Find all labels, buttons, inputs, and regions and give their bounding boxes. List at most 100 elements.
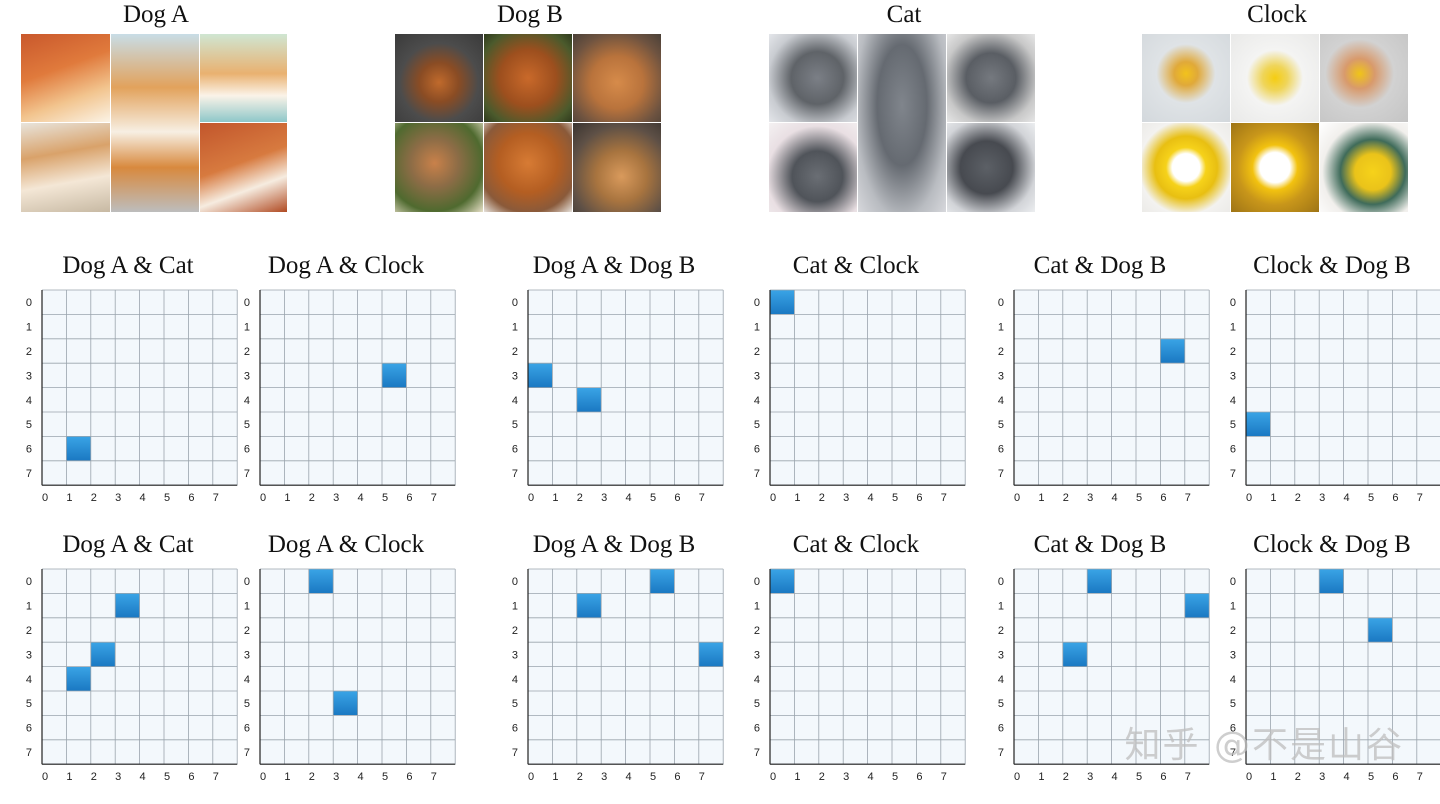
x-tick-label: 2 (1295, 492, 1301, 504)
x-tick-label: 2 (577, 771, 583, 783)
y-tick-label: 2 (26, 625, 32, 637)
y-tick-label: 0 (26, 576, 32, 588)
corgi-photo-mosaic (21, 34, 287, 212)
x-tick-label: 4 (1112, 771, 1118, 783)
grid-chart: 0 0 1 1 2 2 3 3 4 4 5 5 6 6 7 7 (754, 289, 966, 504)
y-tick-label: 2 (512, 625, 518, 637)
y-tick-label: 6 (754, 723, 760, 735)
x-tick-label: 6 (674, 771, 680, 783)
y-tick-label: 3 (998, 649, 1004, 661)
x-tick-label: 6 (916, 492, 922, 504)
x-tick-label: 1 (552, 492, 558, 504)
y-tick-label: 3 (26, 649, 32, 661)
y-tick-label: 7 (512, 468, 518, 480)
x-tick-label: 5 (382, 771, 388, 783)
highlighted-cell (770, 290, 795, 315)
grid-panel-title: Dog A & Clock (267, 252, 425, 279)
y-tick-label: 5 (512, 698, 518, 710)
y-tick-label: 1 (998, 601, 1004, 613)
y-tick-label: 0 (998, 576, 1004, 588)
y-tick-label: 1 (512, 601, 518, 613)
y-tick-label: 4 (998, 395, 1004, 407)
y-tick-label: 6 (1230, 444, 1236, 456)
x-tick-label: 6 (188, 492, 194, 504)
x-tick-label: 1 (1270, 771, 1276, 783)
y-tick-label: 5 (998, 419, 1004, 431)
x-tick-label: 2 (1295, 771, 1301, 783)
x-tick-label: 4 (140, 492, 146, 504)
x-tick-label: 2 (819, 771, 825, 783)
x-tick-label: 2 (91, 771, 97, 783)
y-tick-label: 1 (754, 601, 760, 613)
y-tick-label: 0 (754, 297, 760, 309)
y-tick-label: 3 (754, 649, 760, 661)
y-tick-label: 3 (512, 370, 518, 382)
x-tick-label: 0 (42, 492, 48, 504)
y-tick-label: 5 (1230, 698, 1236, 710)
x-tick-label: 7 (1417, 492, 1423, 504)
chow-chow-photo-mosaic (395, 34, 661, 212)
x-tick-label: 3 (115, 771, 121, 783)
gray-cat-photo-mosaic (769, 34, 1035, 212)
x-tick-label: 1 (66, 492, 72, 504)
y-tick-label: 0 (512, 297, 518, 309)
grid-panel-title: Dog A & Clock (267, 531, 425, 558)
highlighted-cell (698, 642, 724, 667)
y-tick-label: 3 (26, 370, 32, 382)
x-tick-label: 4 (358, 771, 364, 783)
y-tick-label: 2 (1230, 625, 1236, 637)
x-tick-label: 0 (1246, 492, 1252, 504)
y-tick-label: 6 (998, 723, 1004, 735)
x-tick-label: 3 (1319, 771, 1325, 783)
y-tick-label: 7 (754, 747, 760, 759)
x-tick-label: 0 (528, 492, 534, 504)
y-tick-label: 7 (244, 747, 250, 759)
y-tick-label: 6 (244, 723, 250, 735)
x-tick-label: 1 (284, 492, 290, 504)
y-tick-label: 7 (512, 747, 518, 759)
y-tick-label: 7 (998, 747, 1004, 759)
y-tick-label: 2 (998, 346, 1004, 358)
highlighted-cell (1246, 412, 1271, 437)
x-tick-label: 4 (868, 492, 874, 504)
y-tick-label: 2 (26, 346, 32, 358)
x-tick-label: 3 (1087, 492, 1093, 504)
y-tick-label: 3 (754, 370, 760, 382)
grid-panel: Cat & Clock 0 0 1 1 2 2 3 3 4 4 5 5 6 6 7 7 (746, 250, 971, 510)
y-tick-label: 4 (754, 674, 760, 686)
highlighted-cell (1160, 338, 1185, 364)
x-tick-label: 5 (1368, 492, 1374, 504)
grid-chart: 0 0 1 1 2 2 3 3 4 4 5 5 6 6 7 7 (512, 568, 724, 783)
y-tick-label: 1 (512, 322, 518, 334)
grid-panel: Dog A & Clock 0 0 1 1 2 2 3 3 4 4 5 5 6 6 7 7 (236, 529, 461, 789)
x-tick-label: 1 (1270, 492, 1276, 504)
x-tick-label: 4 (1344, 771, 1350, 783)
y-tick-label: 5 (244, 419, 250, 431)
y-tick-label: 5 (754, 698, 760, 710)
concept-title: Dog A (123, 1, 189, 28)
highlighted-cell (650, 569, 675, 594)
y-tick-label: 1 (1230, 601, 1236, 613)
y-tick-label: 2 (244, 625, 250, 637)
concept-title: Clock (1247, 1, 1307, 28)
y-tick-label: 7 (1230, 468, 1236, 480)
grid-panel: Dog A & Dog B 0 0 1 1 2 2 3 3 4 4 5 5 6 6 7 7 (504, 250, 729, 510)
highlighted-cell (66, 436, 91, 461)
grid-chart: 0 0 1 1 2 2 3 3 4 4 5 5 6 6 7 7 (244, 568, 456, 783)
x-tick-label: 7 (213, 492, 219, 504)
x-tick-label: 4 (140, 771, 146, 783)
grid-panel-title: Dog A & Cat (62, 252, 194, 279)
x-tick-label: 2 (577, 492, 583, 504)
x-tick-label: 3 (601, 771, 607, 783)
y-tick-label: 1 (26, 601, 32, 613)
grid-chart: 0 0 1 1 2 2 3 3 4 4 5 5 6 6 7 7 (26, 568, 238, 783)
grid-panel-title: Clock & Dog B (1253, 531, 1411, 558)
y-tick-label: 0 (244, 297, 250, 309)
y-tick-label: 1 (244, 322, 250, 334)
grid-chart: 0 0 1 1 2 2 3 3 4 4 5 5 6 6 7 7 (512, 289, 724, 504)
x-tick-label: 7 (941, 771, 947, 783)
y-tick-label: 4 (998, 674, 1004, 686)
x-tick-label: 5 (1136, 771, 1142, 783)
x-tick-label: 2 (309, 492, 315, 504)
x-tick-label: 4 (626, 771, 632, 783)
